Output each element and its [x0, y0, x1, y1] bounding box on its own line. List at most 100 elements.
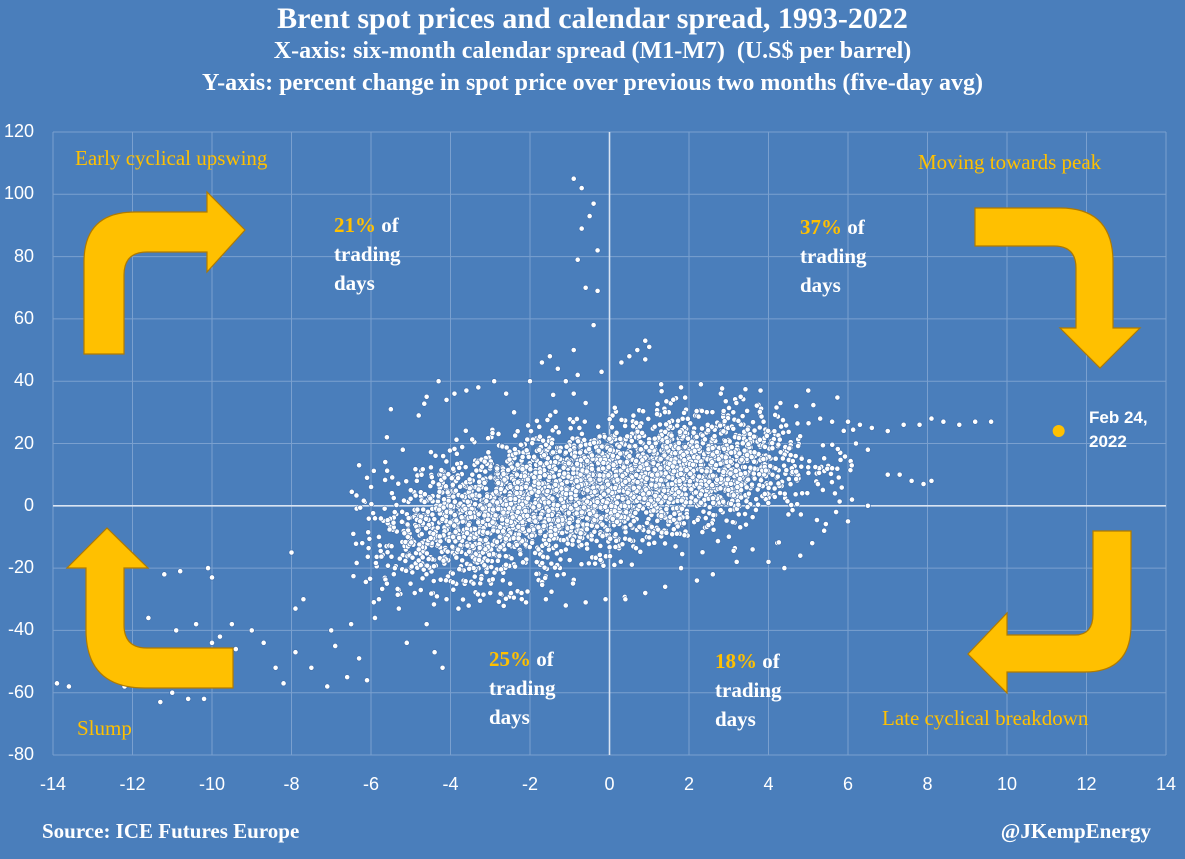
data-point — [649, 472, 655, 479]
data-point — [473, 467, 480, 474]
data-point — [657, 465, 664, 472]
data-point — [427, 495, 434, 502]
data-point — [593, 512, 600, 519]
data-point — [527, 378, 533, 385]
data-point — [495, 431, 502, 437]
data-point — [453, 517, 460, 524]
data-point — [594, 523, 601, 530]
data-point — [449, 543, 456, 550]
data-point — [494, 528, 501, 535]
data-point — [401, 530, 408, 537]
cycle-arrows — [65, 190, 1142, 695]
data-point — [530, 504, 537, 511]
data-point — [805, 387, 812, 394]
data-point — [737, 393, 744, 400]
data-point — [589, 452, 595, 459]
data-point — [691, 448, 698, 454]
data-point — [816, 469, 822, 476]
data-point — [201, 696, 207, 702]
data-point — [622, 478, 629, 485]
data-point — [624, 433, 631, 440]
y-tick-label: 0 — [23, 494, 34, 515]
data-point — [401, 497, 407, 504]
data-point — [517, 441, 524, 448]
data-point — [384, 467, 391, 474]
data-point — [643, 509, 650, 516]
data-point — [705, 427, 712, 434]
y-tick-label: 80 — [13, 245, 34, 266]
data-point — [535, 480, 542, 487]
data-point — [423, 550, 430, 557]
data-point — [490, 506, 497, 513]
y-tick-label: 100 — [3, 183, 34, 204]
y-tick-label: -80 — [7, 744, 34, 764]
data-point — [511, 409, 517, 416]
quadrant-label-lower-right: Late cyclical breakdown — [882, 706, 1089, 730]
data-point — [526, 527, 533, 534]
data-point — [571, 453, 578, 460]
data-point — [733, 400, 740, 406]
data-point — [695, 413, 702, 420]
data-point — [531, 453, 537, 460]
data-point — [366, 536, 373, 542]
data-point — [668, 432, 675, 439]
data-point — [365, 529, 372, 536]
data-point — [785, 428, 792, 435]
data-point — [645, 501, 652, 508]
data-point — [594, 247, 601, 254]
data-point — [673, 530, 680, 537]
data-point — [500, 603, 507, 609]
data-point — [765, 558, 772, 565]
data-point — [514, 428, 521, 435]
data-point — [453, 436, 460, 443]
data-point — [443, 458, 450, 465]
data-point — [736, 435, 742, 441]
y-tick-label: -60 — [7, 681, 34, 702]
data-point — [845, 518, 851, 525]
data-point — [745, 490, 752, 497]
data-point — [514, 509, 521, 515]
data-point — [456, 566, 463, 573]
data-point — [508, 555, 515, 562]
y-tick-label: 120 — [3, 121, 34, 141]
data-point — [344, 674, 351, 681]
data-point — [423, 515, 429, 522]
data-point — [721, 418, 728, 425]
data-point — [539, 560, 546, 566]
x-tick-label: 10 — [996, 774, 1018, 794]
data-point — [423, 525, 429, 532]
data-point — [514, 461, 521, 468]
data-point — [332, 643, 339, 649]
data-point — [479, 463, 485, 470]
data-point — [780, 429, 787, 436]
data-point — [611, 562, 618, 568]
data-point — [428, 590, 435, 597]
data-point — [592, 554, 599, 561]
percent-value: 18% — [715, 649, 757, 673]
data-point — [185, 696, 192, 702]
data-point — [485, 449, 492, 456]
data-point — [514, 484, 520, 491]
y-tick-label: 40 — [13, 370, 34, 391]
data-point — [428, 474, 435, 481]
data-point — [850, 426, 857, 433]
data-point — [582, 599, 589, 606]
x-tick-label: -4 — [442, 774, 459, 794]
data-point — [407, 495, 414, 502]
data-point — [699, 425, 705, 432]
data-point — [730, 425, 737, 432]
data-point — [481, 562, 488, 569]
data-point — [408, 539, 415, 546]
data-point — [644, 520, 650, 526]
data-point — [609, 424, 615, 431]
data-point — [496, 553, 503, 559]
data-point — [730, 492, 737, 499]
data-point — [481, 458, 488, 465]
data-point — [464, 498, 471, 505]
data-point — [425, 556, 432, 562]
data-point — [728, 444, 735, 450]
data-point — [567, 425, 574, 432]
data-point — [765, 500, 772, 506]
data-point — [586, 510, 593, 517]
x-tick-label: -10 — [198, 774, 225, 794]
